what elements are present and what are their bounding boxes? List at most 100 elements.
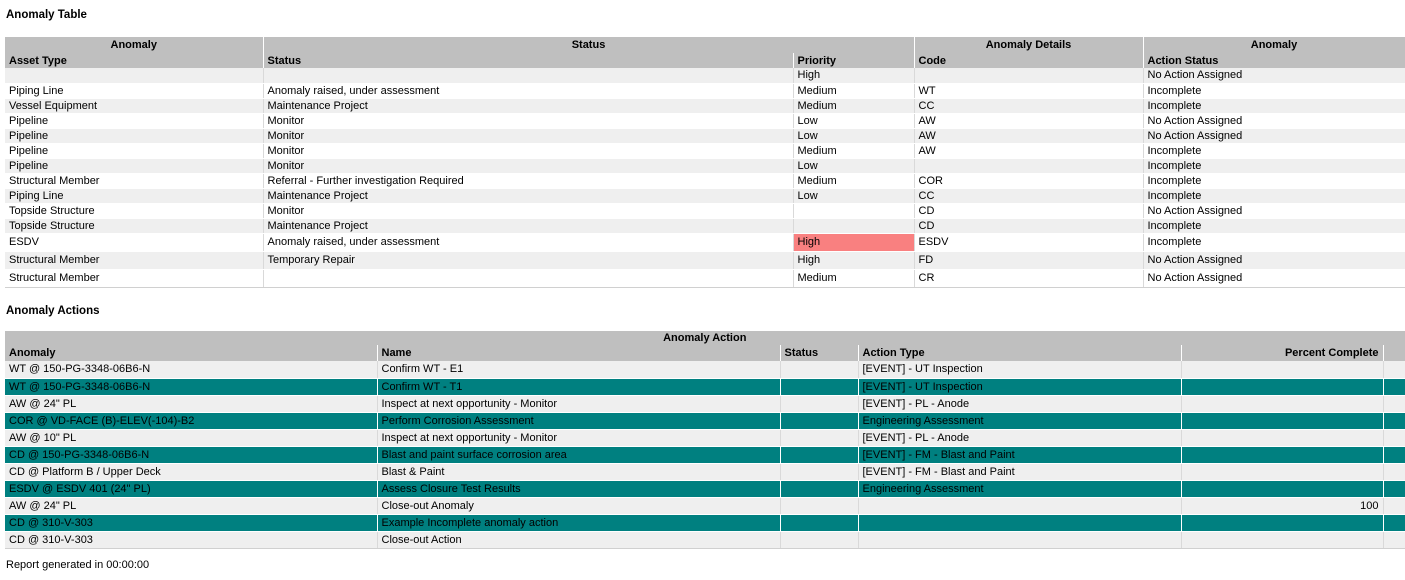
- cell-priority: Medium: [793, 143, 915, 159]
- table-row: Topside Structure Maintenance Project CD In…: [5, 218, 1405, 234]
- cell-asset-type: Pipeline: [5, 113, 264, 129]
- table-row: AW @ 10" PL Inspect at next opportunity -…: [5, 429, 1405, 447]
- cell-status: [780, 514, 858, 532]
- cell-action-status: No Action Assigned: [1143, 128, 1405, 144]
- cell-spacer: [1383, 378, 1405, 396]
- group-header-status: Status: [263, 37, 915, 53]
- cell-name: Example Incomplete anomaly action: [377, 514, 780, 532]
- table-row: Pipeline Monitor Low AW No Action Assigned: [5, 113, 1405, 129]
- cell-anomaly: CD @ 310-V-303: [5, 531, 378, 549]
- table-row: AW @ 24" PL Inspect at next opportunity -…: [5, 395, 1405, 413]
- cell-percent-complete: [1181, 446, 1383, 464]
- column-header-action-status: Action Status: [1143, 53, 1405, 68]
- cell-asset-type: Topside Structure: [5, 203, 264, 219]
- anomaly-table: Anomaly Status Anomaly Details Anomaly A…: [5, 37, 1405, 288]
- table-row: Piping Line Anomaly raised, under assessm…: [5, 83, 1405, 99]
- cell-action-status: Incomplete: [1143, 233, 1405, 252]
- cell-action-type: Engineering Assessment: [858, 480, 1181, 498]
- table-row: Vessel Equipment Maintenance Project Mediu…: [5, 98, 1405, 114]
- cell-status: Maintenance Project: [263, 218, 794, 234]
- cell-anomaly: AW @ 10" PL: [5, 429, 378, 447]
- cell-name: Inspect at next opportunity - Monitor: [377, 395, 781, 413]
- cell-action-status: No Action Assigned: [1143, 113, 1405, 129]
- cell-code: CC: [914, 188, 1144, 204]
- cell-name: Close-out Action: [377, 531, 781, 549]
- cell-status: Anomaly raised, under assessment: [263, 233, 794, 252]
- cell-asset-type: Vessel Equipment: [5, 98, 264, 114]
- cell-priority: Low: [793, 128, 915, 144]
- cell-percent-complete: [1181, 531, 1384, 549]
- cell-status: Monitor: [263, 128, 794, 144]
- cell-status: Monitor: [263, 158, 794, 174]
- cell-code: CD: [914, 218, 1144, 234]
- cell-priority-high: High: [793, 251, 915, 270]
- cell-action-type: [EVENT] - FM - Blast and Paint: [858, 463, 1182, 481]
- cell-asset-type: Structural Member: [5, 173, 264, 189]
- cell-spacer: [1383, 463, 1405, 481]
- cell-action-type: [858, 514, 1181, 532]
- cell-priority: [793, 218, 915, 234]
- cell-status: Maintenance Project: [263, 188, 794, 204]
- cell-anomaly: WT @ 150-PG-3348-06B6-N: [5, 378, 377, 396]
- table-row: Structural Member Referral - Further inve…: [5, 173, 1405, 189]
- group-header-anomaly: Anomaly: [5, 37, 264, 53]
- cell-asset-type: Topside Structure: [5, 218, 264, 234]
- column-header-spacer: [1383, 345, 1405, 361]
- cell-status: [780, 412, 858, 430]
- table-row: WT @ 150-PG-3348-06B6-N Confirm WT - E1 [E…: [5, 361, 1405, 379]
- cell-spacer: [1383, 429, 1405, 447]
- cell-anomaly: AW @ 24" PL: [5, 497, 378, 515]
- cell-status: [780, 378, 858, 396]
- cell-anomaly: CD @ 150-PG-3348-06B6-N: [5, 446, 377, 464]
- cell-name: Inspect at next opportunity - Monitor: [377, 429, 781, 447]
- cell-code: ESDV: [914, 233, 1144, 252]
- cell-action-status: Incomplete: [1143, 83, 1405, 99]
- cell-anomaly: AW @ 24" PL: [5, 395, 378, 413]
- column-header-action-type: Action Type: [858, 345, 1182, 361]
- cell-code: AW: [914, 113, 1144, 129]
- cell-status: [780, 395, 859, 413]
- cell-code: AW: [914, 128, 1144, 144]
- cell-status: Monitor: [263, 203, 794, 219]
- cell-status: [780, 463, 859, 481]
- column-header-anomaly: Anomaly: [5, 345, 378, 361]
- cell-status: [780, 361, 859, 379]
- cell-action-status: Incomplete: [1143, 143, 1405, 159]
- cell-spacer: [1383, 395, 1405, 413]
- table-row: AW @ 24" PL Close-out Anomaly 100: [5, 497, 1405, 515]
- anomaly-table-column-header-row: Asset Type Status Priority Code Action S…: [5, 53, 1405, 68]
- cell-priority-high: High: [793, 233, 915, 252]
- cell-action-type: [EVENT] - PL - Anode: [858, 429, 1182, 447]
- table-row: Pipeline Monitor Medium AW Incomplete: [5, 143, 1405, 159]
- cell-percent-complete: [1181, 514, 1383, 532]
- cell-asset-type: Pipeline: [5, 143, 264, 159]
- cell-name: Blast and paint surface corrosion area: [377, 446, 780, 464]
- table-row-highlighted: WT @ 150-PG-3348-06B6-N Confirm WT - T1 [E…: [5, 378, 1405, 396]
- cell-asset-type: [5, 68, 264, 84]
- cell-action-status: Incomplete: [1143, 98, 1405, 114]
- column-header-asset-type: Asset Type: [5, 53, 264, 68]
- cell-name: Assess Closure Test Results: [377, 480, 780, 498]
- cell-code: CD: [914, 203, 1144, 219]
- cell-priority: Medium: [793, 173, 915, 189]
- cell-status: [780, 497, 859, 515]
- cell-percent-complete: [1181, 361, 1384, 379]
- cell-action-status: No Action Assigned: [1143, 68, 1405, 84]
- anomaly-table-title: Anomaly Table: [6, 9, 87, 21]
- cell-action-status: Incomplete: [1143, 173, 1405, 189]
- column-header-status: Status: [780, 345, 859, 361]
- table-row: Structural Member Medium CR No Action Assig…: [5, 269, 1405, 288]
- cell-spacer: [1383, 514, 1405, 532]
- cell-code: COR: [914, 173, 1144, 189]
- cell-asset-type: Structural Member: [5, 269, 264, 288]
- cell-action-type: [EVENT] - UT Inspection: [858, 378, 1181, 396]
- cell-action-status: No Action Assigned: [1143, 203, 1405, 219]
- cell-asset-type: Piping Line: [5, 83, 264, 99]
- actions-column-header-row: Anomaly Name Status Action Type Percent …: [5, 345, 1405, 361]
- cell-action-status: Incomplete: [1143, 158, 1405, 174]
- cell-code: CC: [914, 98, 1144, 114]
- cell-status: [780, 531, 859, 549]
- cell-status: Monitor: [263, 113, 794, 129]
- table-row: High No Action Assigned: [5, 68, 1405, 84]
